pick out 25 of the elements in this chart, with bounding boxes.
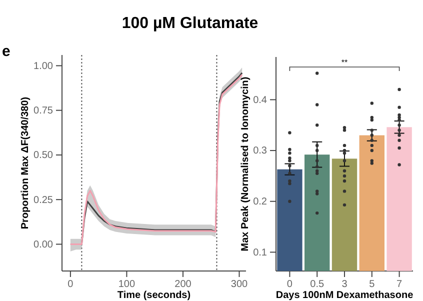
y-tick-label: 0.00 <box>34 239 54 250</box>
y-tick-label: 0.50 <box>34 150 54 162</box>
chart-title: 100 µM Glutamate <box>122 15 258 32</box>
x-tick-label: 0 <box>68 279 74 290</box>
x-tick-label: 7 <box>396 279 403 290</box>
x-tick-label: 0.5 <box>310 279 324 290</box>
x-tick-label: 200 <box>174 279 192 290</box>
x-axis-title: Time (seconds) <box>117 290 191 301</box>
x-tick-label: 100 <box>118 279 136 290</box>
x-tick-label: 300 <box>230 279 248 290</box>
x-tick-label: 5 <box>369 279 376 290</box>
x-tick-label: 0 <box>286 279 293 290</box>
y-tick-label: 0.2 <box>253 196 268 208</box>
y-tick-label: 1.00 <box>34 60 54 72</box>
y-tick-label: 0.3 <box>253 146 268 157</box>
y-axis-title: Proportion Max ΔF(340/380) <box>20 96 31 230</box>
y-axis-title: Max Peak (Normalised to Ionomycin) <box>240 76 251 252</box>
x-tick-label: 3 <box>342 279 348 290</box>
y-tick-label: 0.75 <box>34 106 54 117</box>
text: e <box>2 43 10 60</box>
y-tick-label: 0.1 <box>253 247 268 258</box>
y-tick-label: 0.4 <box>253 94 268 106</box>
y-tick-label: 0.25 <box>34 194 54 206</box>
x-axis-title: Days 100nM Dexamethasone <box>276 290 414 301</box>
annotation: ** <box>341 58 348 67</box>
